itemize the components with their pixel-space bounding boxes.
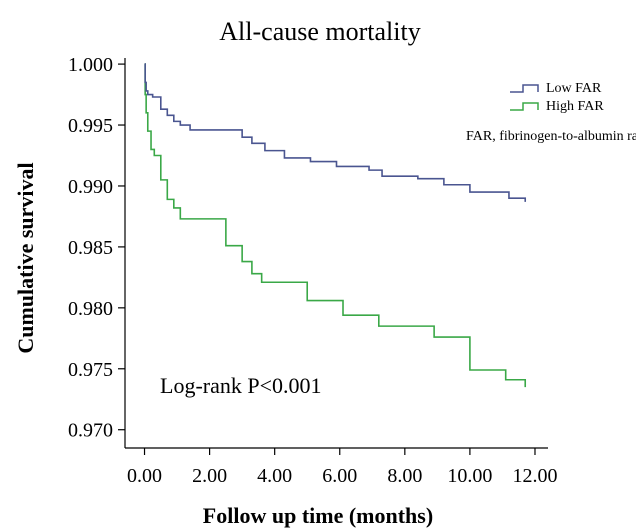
- x-tick-label: 8.00: [387, 465, 422, 487]
- legend-line-low-far: [510, 84, 539, 93]
- y-tick-label: 0.975: [68, 359, 113, 381]
- y-tick-label: 1.000: [68, 54, 113, 76]
- legend-label-high-far: High FAR: [546, 99, 604, 114]
- series-layer: [144, 63, 527, 388]
- x-tick-label: 10.00: [447, 465, 492, 487]
- x-ticks: 0.00 2.00 4.00 6.00 8.00 10.00 12.00: [127, 448, 557, 487]
- y-tick-label: 0.970: [68, 420, 113, 442]
- y-axis-title: Cumulative survival: [13, 162, 38, 353]
- logrank-annotation: Log-rank P<0.001: [160, 373, 322, 398]
- x-axis-title: Follow up time (months): [203, 503, 433, 528]
- y-tick-label: 0.995: [68, 115, 113, 137]
- y-tick-label: 0.990: [68, 176, 113, 198]
- x-tick-label: 12.00: [512, 465, 557, 487]
- legend: Low FAR High FAR: [510, 81, 604, 114]
- series-line-low-far: [144, 63, 527, 202]
- abbreviation-note: FAR, fibrinogen-to-albumin ratio: [466, 129, 636, 144]
- legend-label-low-far: Low FAR: [546, 81, 602, 96]
- y-tick-label: 0.985: [68, 237, 113, 259]
- y-tick-label: 0.980: [68, 298, 113, 320]
- x-tick-label: 6.00: [322, 465, 357, 487]
- x-tick-label: 0.00: [127, 465, 162, 487]
- legend-line-high-far: [510, 102, 539, 111]
- chart-title: All-cause mortality: [219, 17, 420, 46]
- x-tick-label: 2.00: [192, 465, 227, 487]
- x-tick-label: 4.00: [257, 465, 292, 487]
- y-ticks: 0.970 0.975 0.980 0.985 0.990 0.995 1.000: [68, 54, 125, 442]
- series-line-high-far: [144, 63, 527, 388]
